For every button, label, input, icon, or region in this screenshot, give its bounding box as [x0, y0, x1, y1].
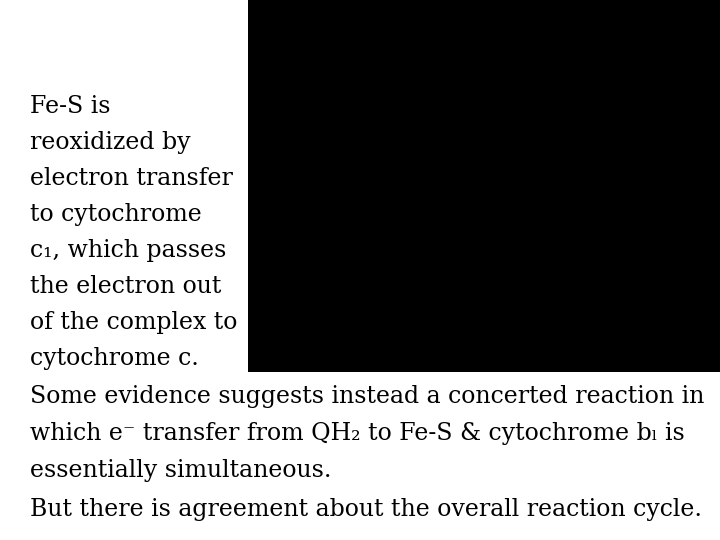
Text: of the complex to: of the complex to	[30, 311, 238, 334]
Text: cytochrome c.: cytochrome c.	[30, 347, 199, 370]
Bar	[248, 0, 720, 372]
Text: to cytochrome: to cytochrome	[30, 203, 202, 226]
Text: Some evidence suggests instead a concerted reaction in: Some evidence suggests instead a concert…	[30, 385, 704, 408]
Text: Fe-S is: Fe-S is	[30, 95, 110, 118]
Text: essentially simultaneous.: essentially simultaneous.	[30, 459, 331, 482]
Text: the electron out: the electron out	[30, 275, 221, 298]
Text: which e⁻ transfer from QH₂ to Fe-S & cytochrome bₗ is: which e⁻ transfer from QH₂ to Fe-S & cyt…	[30, 422, 685, 445]
Text: But there is agreement about the overall reaction cycle.: But there is agreement about the overall…	[30, 498, 702, 521]
Text: reoxidized by: reoxidized by	[30, 131, 191, 154]
Text: c₁, which passes: c₁, which passes	[30, 239, 226, 262]
Text: electron transfer: electron transfer	[30, 167, 233, 190]
